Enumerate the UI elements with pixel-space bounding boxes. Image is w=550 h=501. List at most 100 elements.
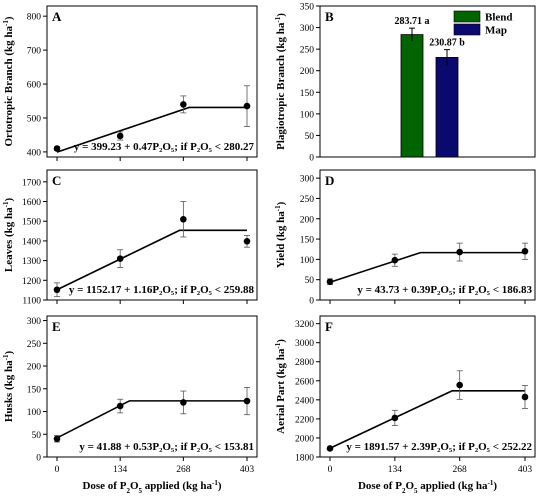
fit-line <box>56 106 247 153</box>
data-point <box>521 393 529 401</box>
y-tick-label: 100 <box>300 256 315 266</box>
y-tick-label: 100 <box>27 408 42 418</box>
y-tick-label: 3200 <box>295 320 314 330</box>
data-point <box>180 101 187 108</box>
panel-c: 1100 1200 1300 1400 1500 1600 1700 C Leaves (kg … <box>2 169 258 307</box>
y-tick-label: 0 <box>309 297 314 307</box>
regression-equation: y = 399.23 + 0.47P₂O₅; if P₂O₅ < 280.27 <box>74 141 255 153</box>
y-tick-label: 0 <box>36 454 41 464</box>
plot-frame <box>46 5 258 158</box>
y-tick-label: 2400 <box>295 396 314 406</box>
y-tick-label: 600 <box>27 81 42 91</box>
y-tick-label: 800 <box>27 13 42 23</box>
y-tick-label: 2000 <box>295 434 314 444</box>
panel-letter: B <box>325 9 334 24</box>
data-point <box>391 256 399 264</box>
fit-line <box>329 390 525 449</box>
x-tick-label: 134 <box>388 465 403 475</box>
panel-letter: D <box>325 173 334 188</box>
data-point <box>53 286 61 294</box>
fit-line <box>329 251 525 283</box>
y-tick-label: 300 <box>27 317 42 327</box>
data-point <box>456 248 463 256</box>
data-point <box>391 414 399 422</box>
regression-equation: y = 41.88 + 0.53P₂O₅; if P₂O₅ < 153.81 <box>79 441 254 453</box>
plot-frame <box>46 169 258 301</box>
data-point <box>53 435 61 443</box>
data-point <box>456 381 463 389</box>
y-tick-label: 700 <box>27 47 42 57</box>
y-tick-label: 500 <box>27 114 42 124</box>
legend-label: Map <box>485 25 507 37</box>
panel-f: 1800 2000 2200 2400 2600 2800 3000 3200 F Aerial … <box>274 315 536 495</box>
y-tick-label: 100 <box>300 110 315 120</box>
bar-value-label: 230.87 b <box>429 38 465 49</box>
y-tick-label: 1300 <box>22 257 41 267</box>
plot-frame <box>319 5 536 158</box>
y-axis-label: Yield (kg ha-1) <box>274 201 287 268</box>
data-point <box>326 278 334 286</box>
y-tick-label: 250 <box>27 340 42 350</box>
panel-letter: C <box>52 173 61 188</box>
data-point <box>180 399 187 406</box>
x-tick-label: 268 <box>176 465 191 475</box>
y-tick-label: 150 <box>27 385 42 395</box>
y-tick-label: 1400 <box>22 237 41 247</box>
data-point <box>53 145 61 152</box>
y-tick-label: 1700 <box>22 178 41 188</box>
plot-frame <box>319 315 536 458</box>
y-axis-label: Husks (kg ha-1) <box>2 351 15 423</box>
x-tick-label: 0 <box>328 465 333 475</box>
data-point <box>116 255 124 262</box>
bar-value-label: 283.71 a <box>395 16 430 27</box>
regression-equation: y = 43.73 + 0.39P₂O₅; if P₂O₅ < 186.83 <box>357 284 532 296</box>
regression-equation: y = 1152.17 + 1.16P₂O₅; if P₂O₅ < 259.88 <box>69 284 255 296</box>
panel-a: 400 500 600 700 800 A Ortotropic Branch (kg ha… <box>2 5 258 161</box>
legend-label: Blend <box>485 12 513 24</box>
panel-letter: E <box>52 319 61 334</box>
x-axis-label: Dose of P2O5 applied (kg ha-1) <box>82 479 221 495</box>
y-tick-label: 200 <box>300 67 315 77</box>
x-tick-label: 268 <box>453 465 468 475</box>
data-point <box>116 132 124 140</box>
data-point <box>326 445 334 452</box>
y-axis-label: Ortotropic Branch (kg ha-1) <box>2 16 15 146</box>
bar-map <box>435 56 459 158</box>
legend-swatch-blend <box>453 10 481 23</box>
x-tick-label: 134 <box>113 465 128 475</box>
panel-d: 0 50 100 150 200 250 300 D Yield (kg ha-1) y = 43… <box>274 169 536 307</box>
y-axis-label: Plagiotropic Branch (kg ha-1) <box>274 13 287 150</box>
data-point <box>180 215 187 223</box>
x-tick-label: 0 <box>55 465 60 475</box>
plot-frame <box>46 315 258 458</box>
legend-swatch-map <box>453 23 481 36</box>
y-tick-label: 2600 <box>295 377 314 387</box>
y-tick-label: 50 <box>305 276 315 286</box>
y-tick-label: 0 <box>309 154 314 164</box>
x-axis-label: Dose of P2O5 applied (kg ha-1) <box>358 479 497 495</box>
data-point <box>243 397 251 405</box>
plot-frame <box>319 169 536 301</box>
data-point <box>243 238 251 245</box>
y-tick-label: 1500 <box>22 218 41 228</box>
y-tick-label: 250 <box>300 195 315 205</box>
y-tick-label: 50 <box>32 431 42 441</box>
y-tick-label: 50 <box>305 132 315 142</box>
fit-line <box>56 400 247 439</box>
fit-line <box>56 229 247 291</box>
x-tick-label: 403 <box>518 465 533 475</box>
y-axis-label: Aerial Part (kg ha-1) <box>274 339 287 434</box>
x-tick-label: 403 <box>240 465 255 475</box>
y-tick-label: 1100 <box>22 297 41 307</box>
y-tick-label: 400 <box>27 148 42 158</box>
y-tick-label: 350 <box>300 3 315 13</box>
y-tick-label: 2800 <box>295 358 314 368</box>
y-tick-label: 1200 <box>22 277 41 287</box>
y-tick-label: 150 <box>300 89 315 99</box>
y-tick-label: 1800 <box>295 454 314 464</box>
panel-b: 0 50 100 150 200 250 300 350 B Plagiotropic Branc… <box>274 3 536 164</box>
panel-letter: F <box>325 319 333 334</box>
data-point <box>243 102 251 110</box>
y-tick-label: 200 <box>300 215 315 225</box>
